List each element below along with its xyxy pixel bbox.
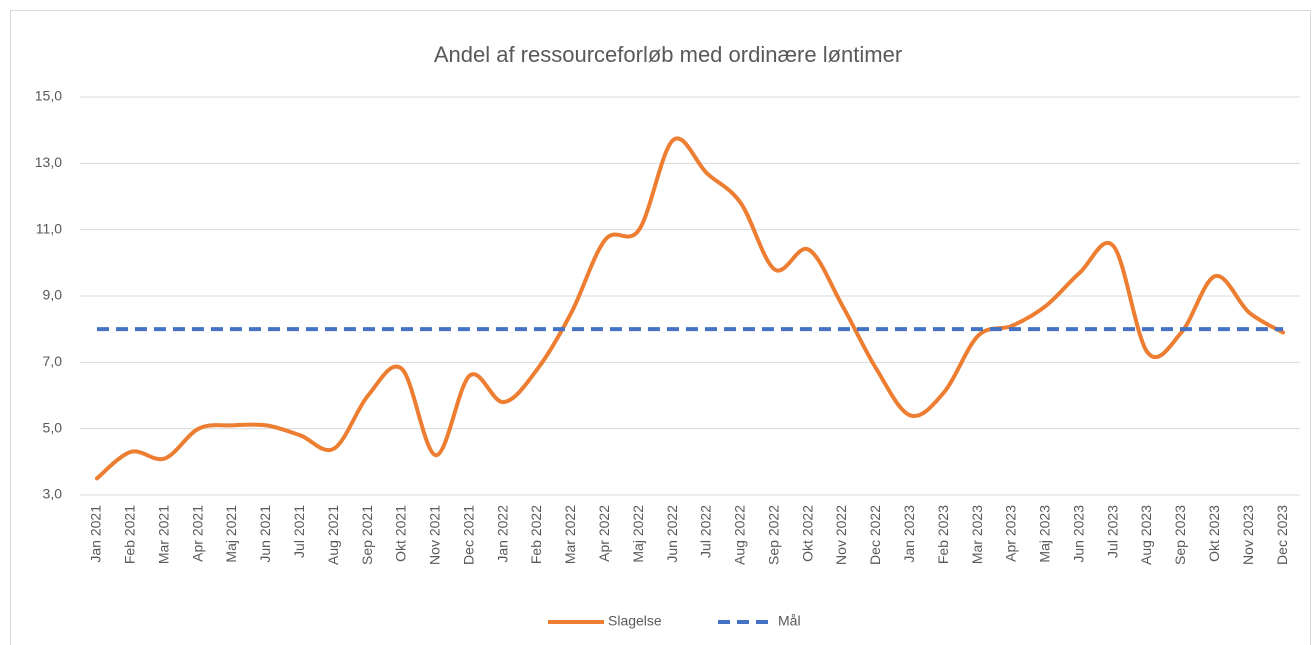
x-tick-label: Mar 2023 [969,505,985,564]
x-tick-label: Feb 2021 [122,505,138,564]
x-tick-label: Jun 2021 [257,505,273,563]
x-tick-label: Jul 2022 [698,505,714,558]
x-tick-label: Aug 2021 [325,505,341,565]
y-tick-label: 9,0 [43,287,63,303]
x-tick-label: Dec 2022 [867,505,883,565]
x-tick-label: Maj 2021 [223,505,239,563]
y-tick-label: 3,0 [43,486,63,502]
x-tick-label: Maj 2023 [1037,505,1053,563]
x-tick-label: Apr 2022 [596,505,612,562]
x-tick-label: Aug 2023 [1138,505,1154,565]
x-tick-label: Jun 2022 [664,505,680,563]
x-tick-label: Maj 2022 [630,505,646,563]
series-line [94,136,1286,481]
x-tick-label: Dec 2023 [1274,505,1290,565]
x-tick-label: Okt 2021 [393,505,409,562]
x-tick-label: Apr 2023 [1003,505,1019,562]
y-tick-label: 15,0 [35,88,62,104]
x-tick-label: Okt 2023 [1206,505,1222,562]
x-tick-label: Aug 2022 [732,505,748,565]
x-tick-label: Nov 2023 [1240,505,1256,565]
legend-label: Slagelse [608,613,662,629]
x-tick-label: Nov 2021 [427,505,443,565]
x-tick-label: Jan 2023 [901,505,917,563]
x-tick-label: Apr 2021 [189,505,205,562]
x-tick-label: Sep 2022 [765,505,781,565]
x-tick-label: Nov 2022 [833,505,849,565]
x-tick-label: Mar 2022 [562,505,578,564]
x-tick-label: Sep 2023 [1172,505,1188,565]
chart-title: Andel af ressourceforløb med ordinære lø… [434,42,902,67]
x-tick-label: Feb 2022 [528,505,544,564]
y-tick-label: 5,0 [43,419,63,435]
x-tick-label: Sep 2021 [359,505,375,565]
x-tick-label: Jun 2023 [1070,505,1086,563]
x-tick-label: Jul 2021 [291,505,307,558]
x-tick-label: Okt 2022 [799,505,815,562]
x-tick-label: Jan 2022 [494,505,510,563]
x-tick-label: Jan 2021 [88,505,104,563]
y-tick-label: 7,0 [43,353,63,369]
legend-label: Mål [778,613,801,629]
x-tick-label: Jul 2023 [1104,505,1120,558]
x-tick-label: Feb 2023 [935,505,951,564]
x-tick-label: Dec 2021 [460,505,476,565]
x-tick-label: Mar 2021 [155,505,171,564]
y-tick-label: 11,0 [36,220,62,236]
y-tick-label: 13,0 [35,154,62,170]
